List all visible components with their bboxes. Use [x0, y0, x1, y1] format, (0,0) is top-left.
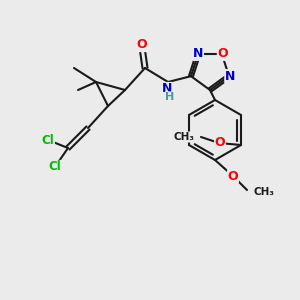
Text: O: O — [215, 136, 225, 149]
Text: Cl: Cl — [42, 134, 54, 146]
Text: O: O — [137, 38, 147, 52]
Text: H: H — [165, 92, 175, 102]
Text: O: O — [228, 169, 238, 182]
Text: CH₃: CH₃ — [174, 132, 195, 142]
Text: N: N — [193, 47, 203, 60]
Text: N: N — [225, 70, 235, 83]
Text: N: N — [162, 82, 172, 95]
Text: Cl: Cl — [49, 160, 62, 173]
Text: O: O — [218, 47, 228, 60]
Text: CH₃: CH₃ — [253, 187, 274, 197]
